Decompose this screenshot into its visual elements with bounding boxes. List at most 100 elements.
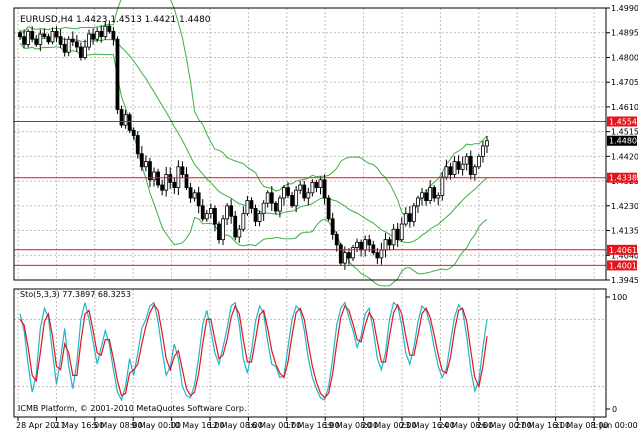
candle-body: [217, 223, 221, 241]
candle-body: [58, 36, 63, 45]
stochastic-title: Sto(5,3,3) 77.3897 68.3253: [20, 290, 131, 299]
candle-body: [83, 46, 87, 58]
level-price-label-bg: [607, 172, 637, 183]
candle-body: [79, 46, 83, 58]
candle-body: [123, 114, 128, 126]
candle-body: [298, 184, 303, 191]
candle-body: [119, 109, 124, 126]
candle-body: [387, 239, 392, 246]
candle-body: [148, 161, 152, 181]
x-tick-label: 16 May 00:00: [246, 421, 301, 430]
candle-body: [74, 41, 79, 48]
candle-body: [221, 218, 225, 241]
candle-body: [420, 192, 424, 199]
candle-body: [273, 202, 278, 212]
candle-body: [269, 192, 274, 204]
y-tick-label: 1.4230: [611, 202, 638, 211]
y-tick-label: 1.4135: [611, 227, 638, 236]
candle-body: [359, 241, 364, 251]
candle-body: [444, 166, 449, 178]
stochastic-y-tick-label: 0: [612, 405, 617, 414]
candle-body: [135, 135, 140, 155]
x-tick-label: 31 May 08:00: [554, 421, 609, 430]
x-tick-label: 23 May 16:00: [400, 421, 455, 430]
candle-body: [18, 32, 22, 38]
y-tick-label: 1.4420: [611, 152, 638, 161]
stochastic-frame: [13, 288, 607, 418]
candle-body: [310, 181, 315, 194]
candle-body: [481, 145, 485, 157]
y-tick-label: 1.3945: [611, 276, 638, 285]
candle-body: [66, 38, 71, 53]
candle-body: [54, 31, 59, 38]
candle-body: [172, 181, 177, 188]
candle-body: [42, 33, 47, 38]
candle-body: [229, 205, 234, 217]
candle-body: [233, 215, 238, 238]
candle-body: [476, 155, 481, 168]
candle-body: [241, 213, 246, 230]
y-tick-label: 1.4515: [611, 128, 638, 137]
candle-body: [351, 247, 355, 259]
x-tick-label: 2 May 16:00: [54, 421, 104, 430]
y-tick-label: 1.4990: [611, 4, 638, 13]
candle-body: [152, 171, 156, 181]
candle-body: [265, 192, 270, 204]
candle-body: [22, 36, 26, 45]
candle-body: [391, 228, 396, 246]
candle-body: [342, 252, 347, 264]
candle-body: [367, 239, 372, 246]
candle-body: [347, 252, 351, 259]
stochastic-panel[interactable]: [14, 289, 606, 417]
candle-body: [432, 187, 437, 199]
candle-body: [184, 174, 189, 188]
candle-body: [290, 195, 294, 207]
candle-body: [464, 155, 469, 165]
candle-body: [379, 249, 384, 259]
candle-body: [50, 31, 55, 43]
candle-body: [468, 155, 473, 175]
level-price-label-bg: [607, 116, 637, 127]
candle-body: [399, 223, 404, 241]
candle-body: [139, 153, 144, 168]
candle-body: [200, 205, 205, 220]
candle-body: [485, 140, 489, 147]
candle-body: [180, 166, 185, 175]
candle-body: [375, 252, 380, 259]
candle-body: [355, 241, 359, 248]
candle-body: [286, 187, 290, 196]
level-price-label-bg: [607, 244, 637, 255]
candle-body: [412, 205, 416, 222]
candle-body: [440, 176, 445, 196]
candle-body: [436, 195, 441, 199]
candle-body: [62, 44, 67, 53]
candle-body: [416, 197, 420, 207]
candle-body: [407, 213, 412, 222]
current-price-label-bg: [607, 135, 637, 146]
candle-body: [131, 129, 136, 136]
candle-body: [111, 31, 116, 40]
candle-body: [448, 166, 453, 175]
y-tick-label: 1.4040: [611, 251, 638, 260]
candle-body: [192, 192, 197, 199]
level-price-label: 1.4554: [609, 117, 637, 126]
candle-body: [338, 244, 343, 264]
price-panel[interactable]: [14, 0, 606, 287]
level-price-label: 1.4001: [609, 261, 637, 270]
level-price-label: 1.4338: [609, 174, 637, 183]
x-tick-label: 28 Apr 2011: [16, 421, 65, 430]
candle-body: [95, 31, 100, 40]
candle-body: [156, 171, 160, 186]
candle-body: [208, 208, 213, 215]
x-tick-label: 10 May 16:00: [170, 421, 225, 430]
candle-body: [249, 200, 254, 209]
candle-body: [428, 187, 433, 202]
x-tick-label: 17 May 16:00: [285, 421, 340, 430]
stochastic-main-line: [19, 301, 488, 402]
candle-body: [314, 181, 319, 188]
x-tick-label: 24 May 08:00: [438, 421, 493, 430]
candle-body: [277, 197, 282, 212]
